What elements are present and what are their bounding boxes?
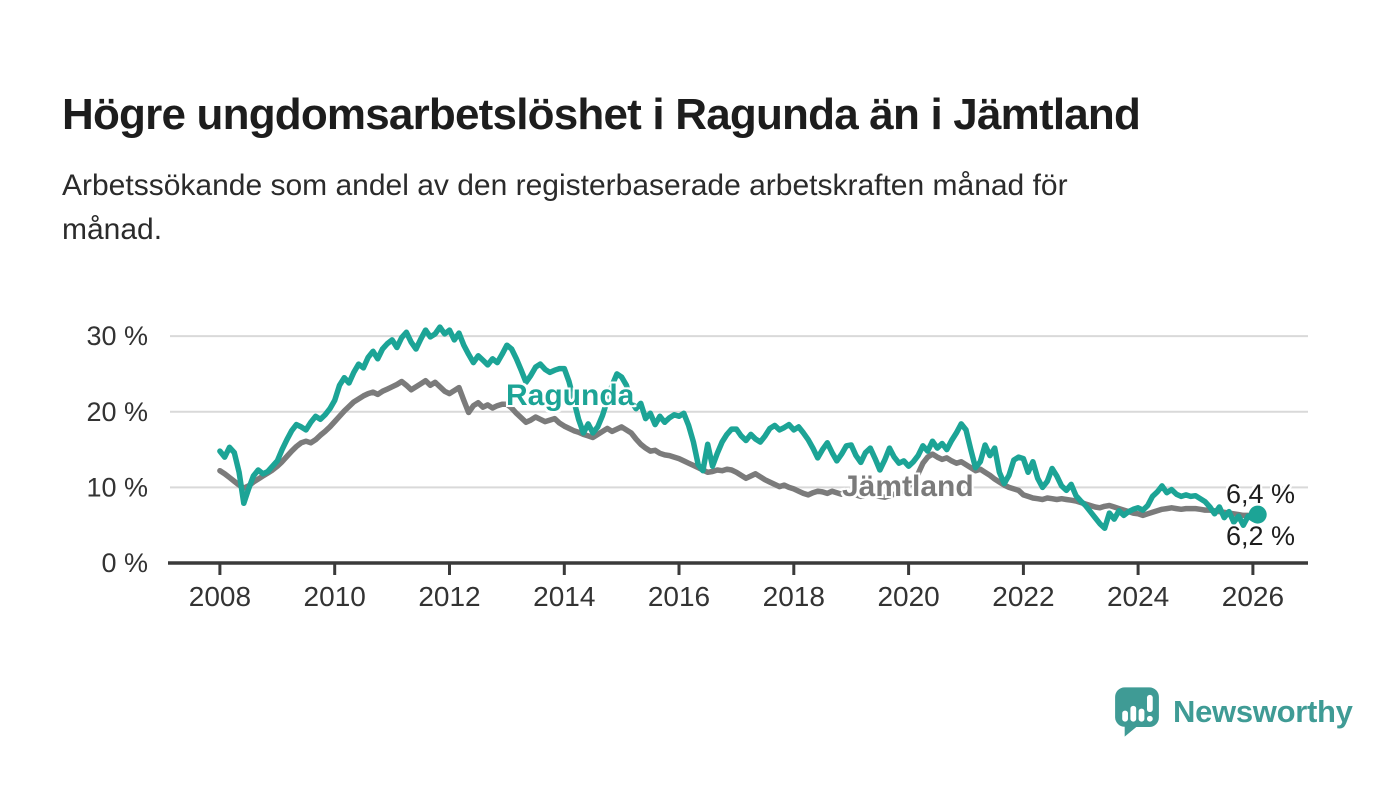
x-tick-label: 2018 xyxy=(763,581,825,612)
x-tick-label: 2024 xyxy=(1107,581,1169,612)
x-tick-label: 2026 xyxy=(1222,581,1284,612)
x-tick-label: 2008 xyxy=(189,581,251,612)
end-value-label-ragunda: 6,4 % xyxy=(1226,479,1296,509)
x-tick-label: 2020 xyxy=(877,581,939,612)
jamtland-line xyxy=(217,377,1261,519)
newsworthy-logo-icon xyxy=(1112,686,1162,738)
x-tick-label: 2016 xyxy=(648,581,710,612)
end-value-label-jamtland: 6,2 % xyxy=(1226,521,1296,551)
series-label-jamtland: Jämtland xyxy=(842,470,974,503)
page-title: Högre ungdomsarbetslöshet i Ragunda än i… xyxy=(62,90,1141,140)
y-tick-label: 0 % xyxy=(101,548,148,578)
subtitle-line-1: Arbetssökande som andel av den registerb… xyxy=(62,169,1068,202)
subtitle-line-2: månad. xyxy=(62,213,163,247)
y-tick-label: 20 % xyxy=(86,397,148,427)
x-tick-label: 2010 xyxy=(304,581,366,612)
ragunda-line xyxy=(217,324,1261,531)
x-tick-label: 2012 xyxy=(418,581,480,612)
y-tick-label: 10 % xyxy=(86,472,148,502)
newsworthy-logo: Newsworthy xyxy=(1112,686,1353,738)
x-tick-label: 2022 xyxy=(992,581,1054,612)
ragunda-end-dot xyxy=(1248,505,1267,524)
chart-subtitle: Arbetssökande som andel av den registerb… xyxy=(62,164,1282,252)
series-label-ragunda: Ragunda xyxy=(506,379,635,412)
x-tick-label: 2014 xyxy=(533,581,595,612)
y-tick-label: 30 % xyxy=(86,321,148,351)
newsworthy-logo-text: Newsworthy xyxy=(1173,694,1353,729)
